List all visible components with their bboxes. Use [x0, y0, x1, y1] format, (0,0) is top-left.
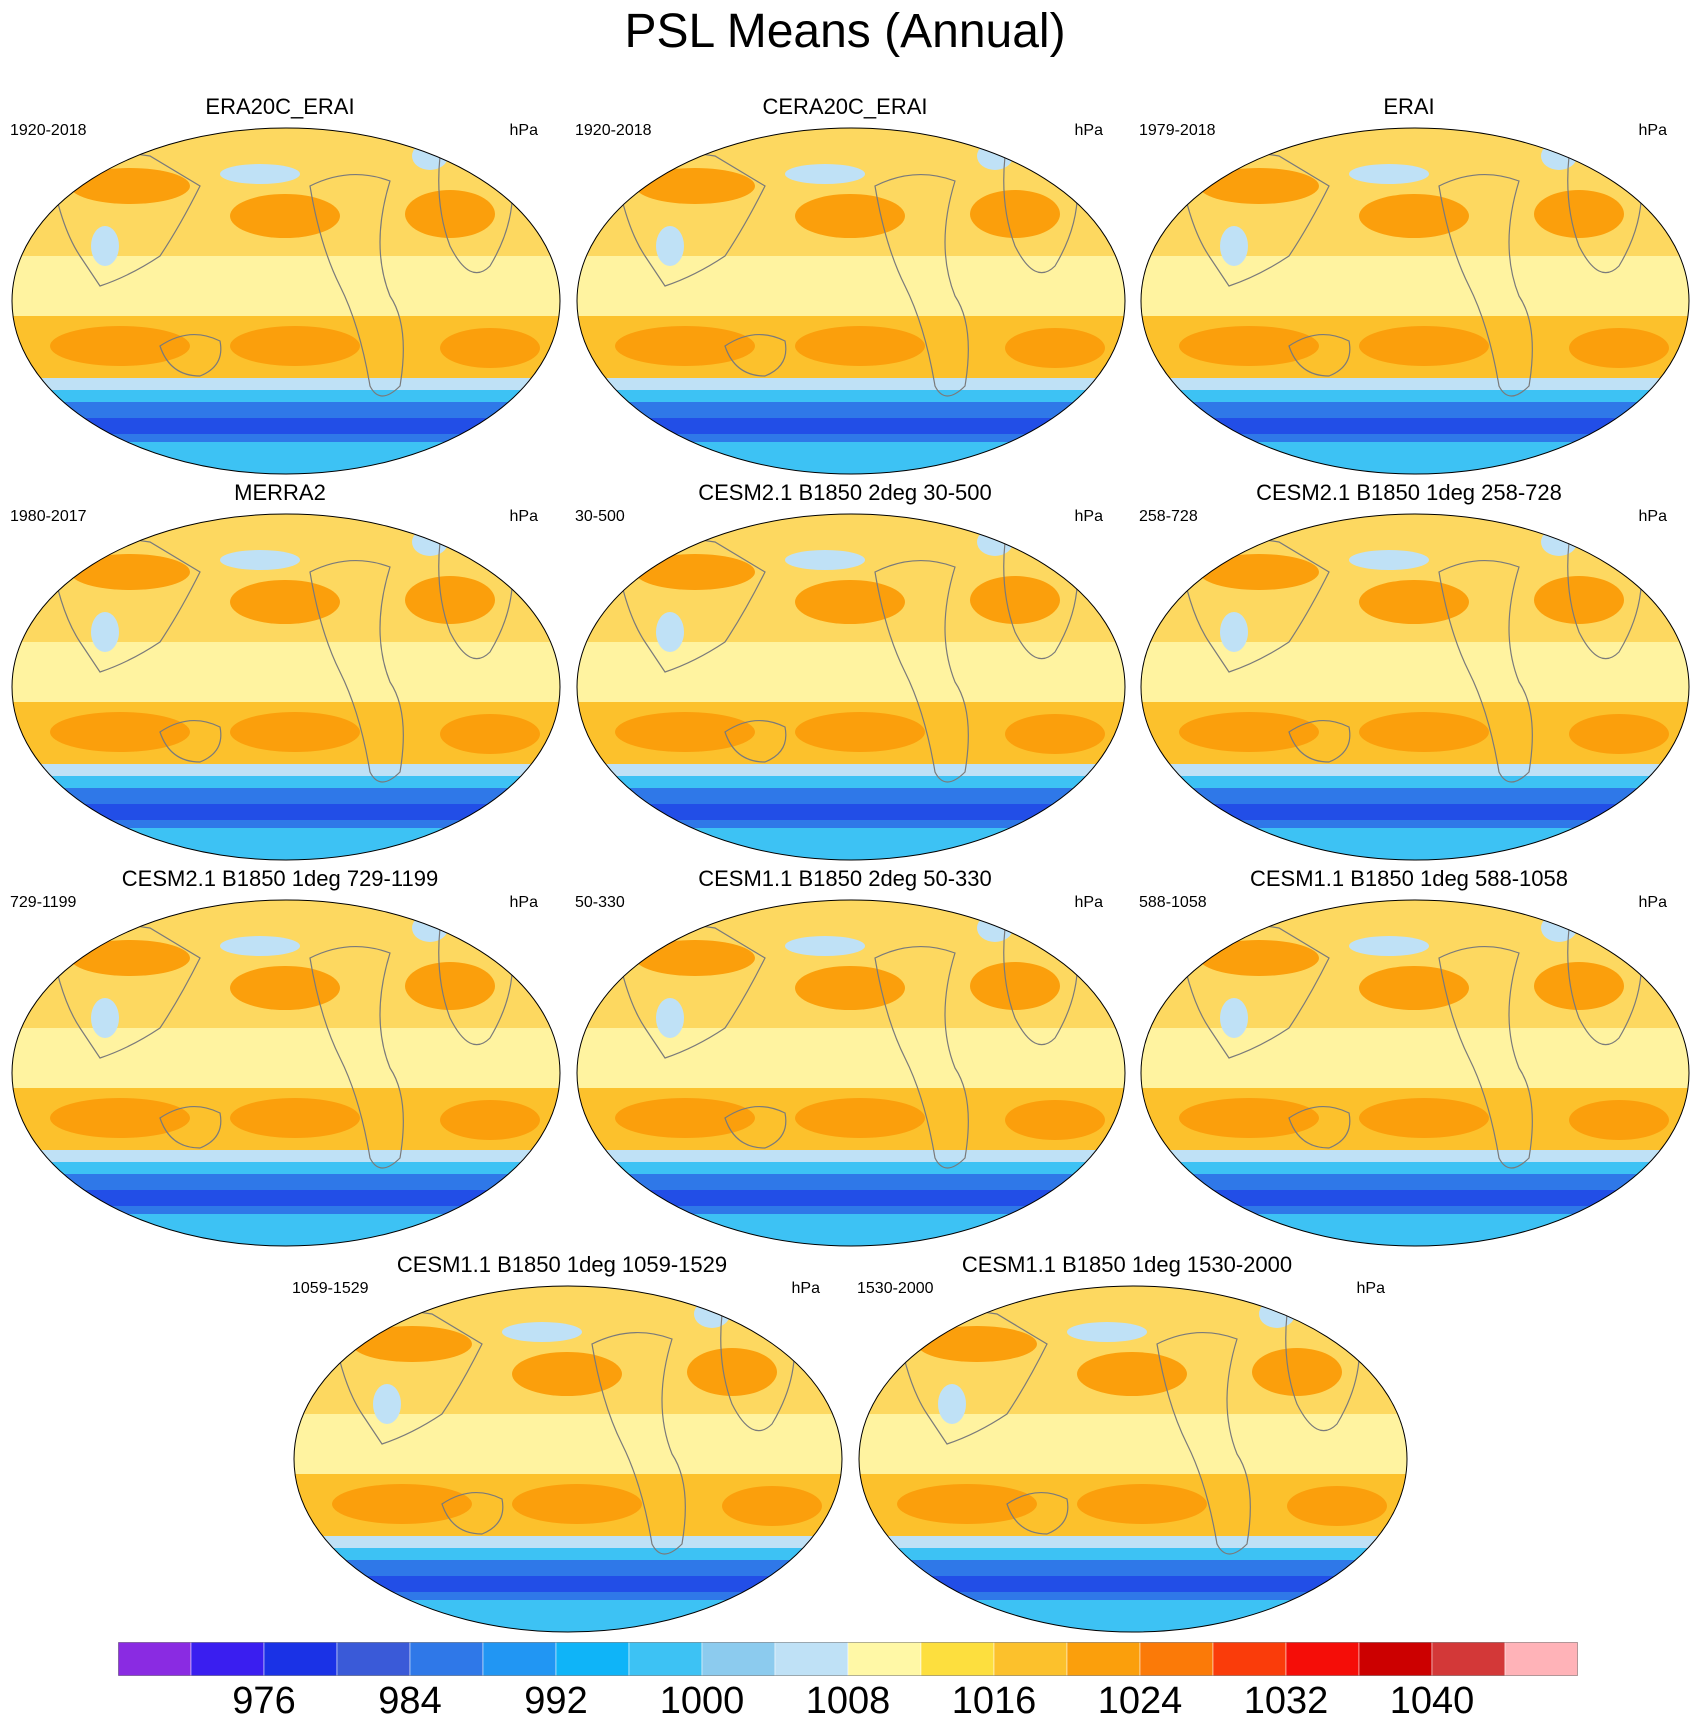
colorbar-tick-label: 976 [232, 1680, 296, 1722]
map-panel: CESM2.1 B1850 1deg 258-728 258-728 hPa [1129, 480, 1690, 862]
colorbar-tick-label: 1032 [1243, 1680, 1329, 1722]
panel-period: 50-330 [575, 894, 625, 911]
map-panel: ERA20C_ERAI 1920-2018 hPa [0, 94, 561, 476]
panel-title: CESM1.1 B1850 2deg 50-330 [698, 866, 992, 891]
panel-title: MERRA2 [234, 480, 326, 505]
panel-title: CESM1.1 B1850 1deg 588-1058 [1249, 866, 1568, 891]
panel-period: 30-500 [575, 508, 625, 525]
map-panel: CESM1.1 B1850 1deg 1530-2000 1530-2000 hPa [847, 1252, 1408, 1634]
map-panel: CESM2.1 B1850 2deg 30-500 30-500 hPa [565, 480, 1126, 862]
panel-period: 729-1199 [10, 894, 77, 911]
colorbar-swatch [1504, 1642, 1578, 1677]
panel-title: ERA20C_ERAI [205, 94, 355, 119]
panel-period: 1979-2018 [1139, 122, 1216, 139]
panel-unit: hPa [1074, 122, 1103, 139]
panel-unit: hPa [1074, 508, 1103, 525]
psl-map [293, 1285, 843, 1633]
colorbar-swatch [628, 1642, 703, 1677]
psl-map [576, 513, 1126, 861]
colorbar-swatch [774, 1642, 849, 1677]
panel-period: 258-728 [1139, 508, 1198, 525]
panel-title: CESM1.1 B1850 1deg 1530-2000 [961, 1252, 1293, 1277]
psl-map [11, 513, 561, 861]
psl-map [1140, 899, 1690, 1247]
panel-unit: hPa [1074, 894, 1103, 911]
map-panel: CESM1.1 B1850 2deg 50-330 50-330 hPa [565, 866, 1126, 1248]
colorbar-swatch [701, 1642, 776, 1677]
map-panel: CESM1.1 B1850 1deg 1059-1529 1059-1529 hPa [282, 1252, 843, 1634]
psl-map [11, 127, 561, 475]
panel-period: 1980-2017 [10, 508, 87, 525]
colorbar-swatch [993, 1642, 1068, 1677]
colorbar-tick-label: 1000 [659, 1680, 745, 1722]
panel-unit: hPa [791, 1280, 820, 1297]
colorbar-swatch [263, 1642, 338, 1677]
map-panel: CESM2.1 B1850 1deg 729-1199 729-1199 hPa [0, 866, 561, 1248]
page-title: PSL Means (Annual) [624, 5, 1066, 58]
panel-period: 1920-2018 [10, 122, 87, 139]
psl-map [576, 127, 1126, 475]
panel-title: CESM2.1 B1850 2deg 30-500 [698, 480, 992, 505]
panel-unit: hPa [1638, 508, 1667, 525]
colorbar-swatch [1431, 1642, 1506, 1677]
psl-map [1140, 127, 1690, 475]
colorbar-swatch [555, 1642, 630, 1677]
colorbar-swatch [1358, 1642, 1433, 1677]
colorbar-swatch [336, 1642, 411, 1677]
panel-title: CESM2.1 B1850 1deg 729-1199 [121, 866, 439, 891]
colorbar-swatch [1066, 1642, 1141, 1677]
panel-title: CESM1.1 B1850 1deg 1059-1529 [396, 1252, 728, 1277]
psl-map [576, 899, 1126, 1247]
colorbar [118, 1642, 1578, 1677]
colorbar-tick-label: 1008 [805, 1680, 891, 1722]
panel-period: 1920-2018 [575, 122, 652, 139]
colorbar-tick-label: 984 [378, 1680, 442, 1722]
colorbar-swatch [847, 1642, 922, 1677]
colorbar-swatch [1139, 1642, 1214, 1677]
colorbar-swatch [1212, 1642, 1287, 1677]
panel-period: 1059-1529 [292, 1280, 369, 1297]
colorbar-tick-label: 992 [524, 1680, 588, 1722]
panel-unit: hPa [1638, 894, 1667, 911]
colorbar-swatch [482, 1642, 557, 1677]
panel-unit: hPa [1356, 1280, 1385, 1297]
panel-unit: hPa [1638, 122, 1667, 139]
psl-map [11, 899, 561, 1247]
panel-unit: hPa [509, 122, 538, 139]
map-panel: MERRA2 1980-2017 hPa [0, 480, 561, 862]
panel-period: 1530-2000 [857, 1280, 934, 1297]
psl-map [858, 1285, 1408, 1633]
colorbar-swatch [118, 1642, 192, 1677]
psl-map [1140, 513, 1690, 861]
panel-period: 588-1058 [1139, 894, 1207, 911]
panel-unit: hPa [509, 894, 538, 911]
colorbar-swatch [920, 1642, 995, 1677]
panel-title: CESM2.1 B1850 1deg 258-728 [1256, 480, 1562, 505]
panel-title: CERA20C_ERAI [762, 94, 928, 119]
colorbar-labels: 976 984 992 1000 1008 1016 1024 1032 1040 [118, 1680, 1578, 1724]
map-panel: ERAI 1979-2018 hPa [1129, 94, 1690, 476]
colorbar-swatch [1285, 1642, 1360, 1677]
colorbar-tick-label: 1016 [951, 1680, 1037, 1722]
colorbar-swatch [190, 1642, 265, 1677]
panel-unit: hPa [509, 508, 538, 525]
panel-title: ERAI [1383, 94, 1435, 119]
map-panel: CERA20C_ERAI 1920-2018 hPa [565, 94, 1126, 476]
colorbar-tick-label: 1040 [1389, 1680, 1475, 1722]
colorbar-tick-label: 1024 [1097, 1680, 1183, 1722]
map-panel: CESM1.1 B1850 1deg 588-1058 588-1058 hPa [1129, 866, 1690, 1248]
colorbar-swatch [409, 1642, 484, 1677]
